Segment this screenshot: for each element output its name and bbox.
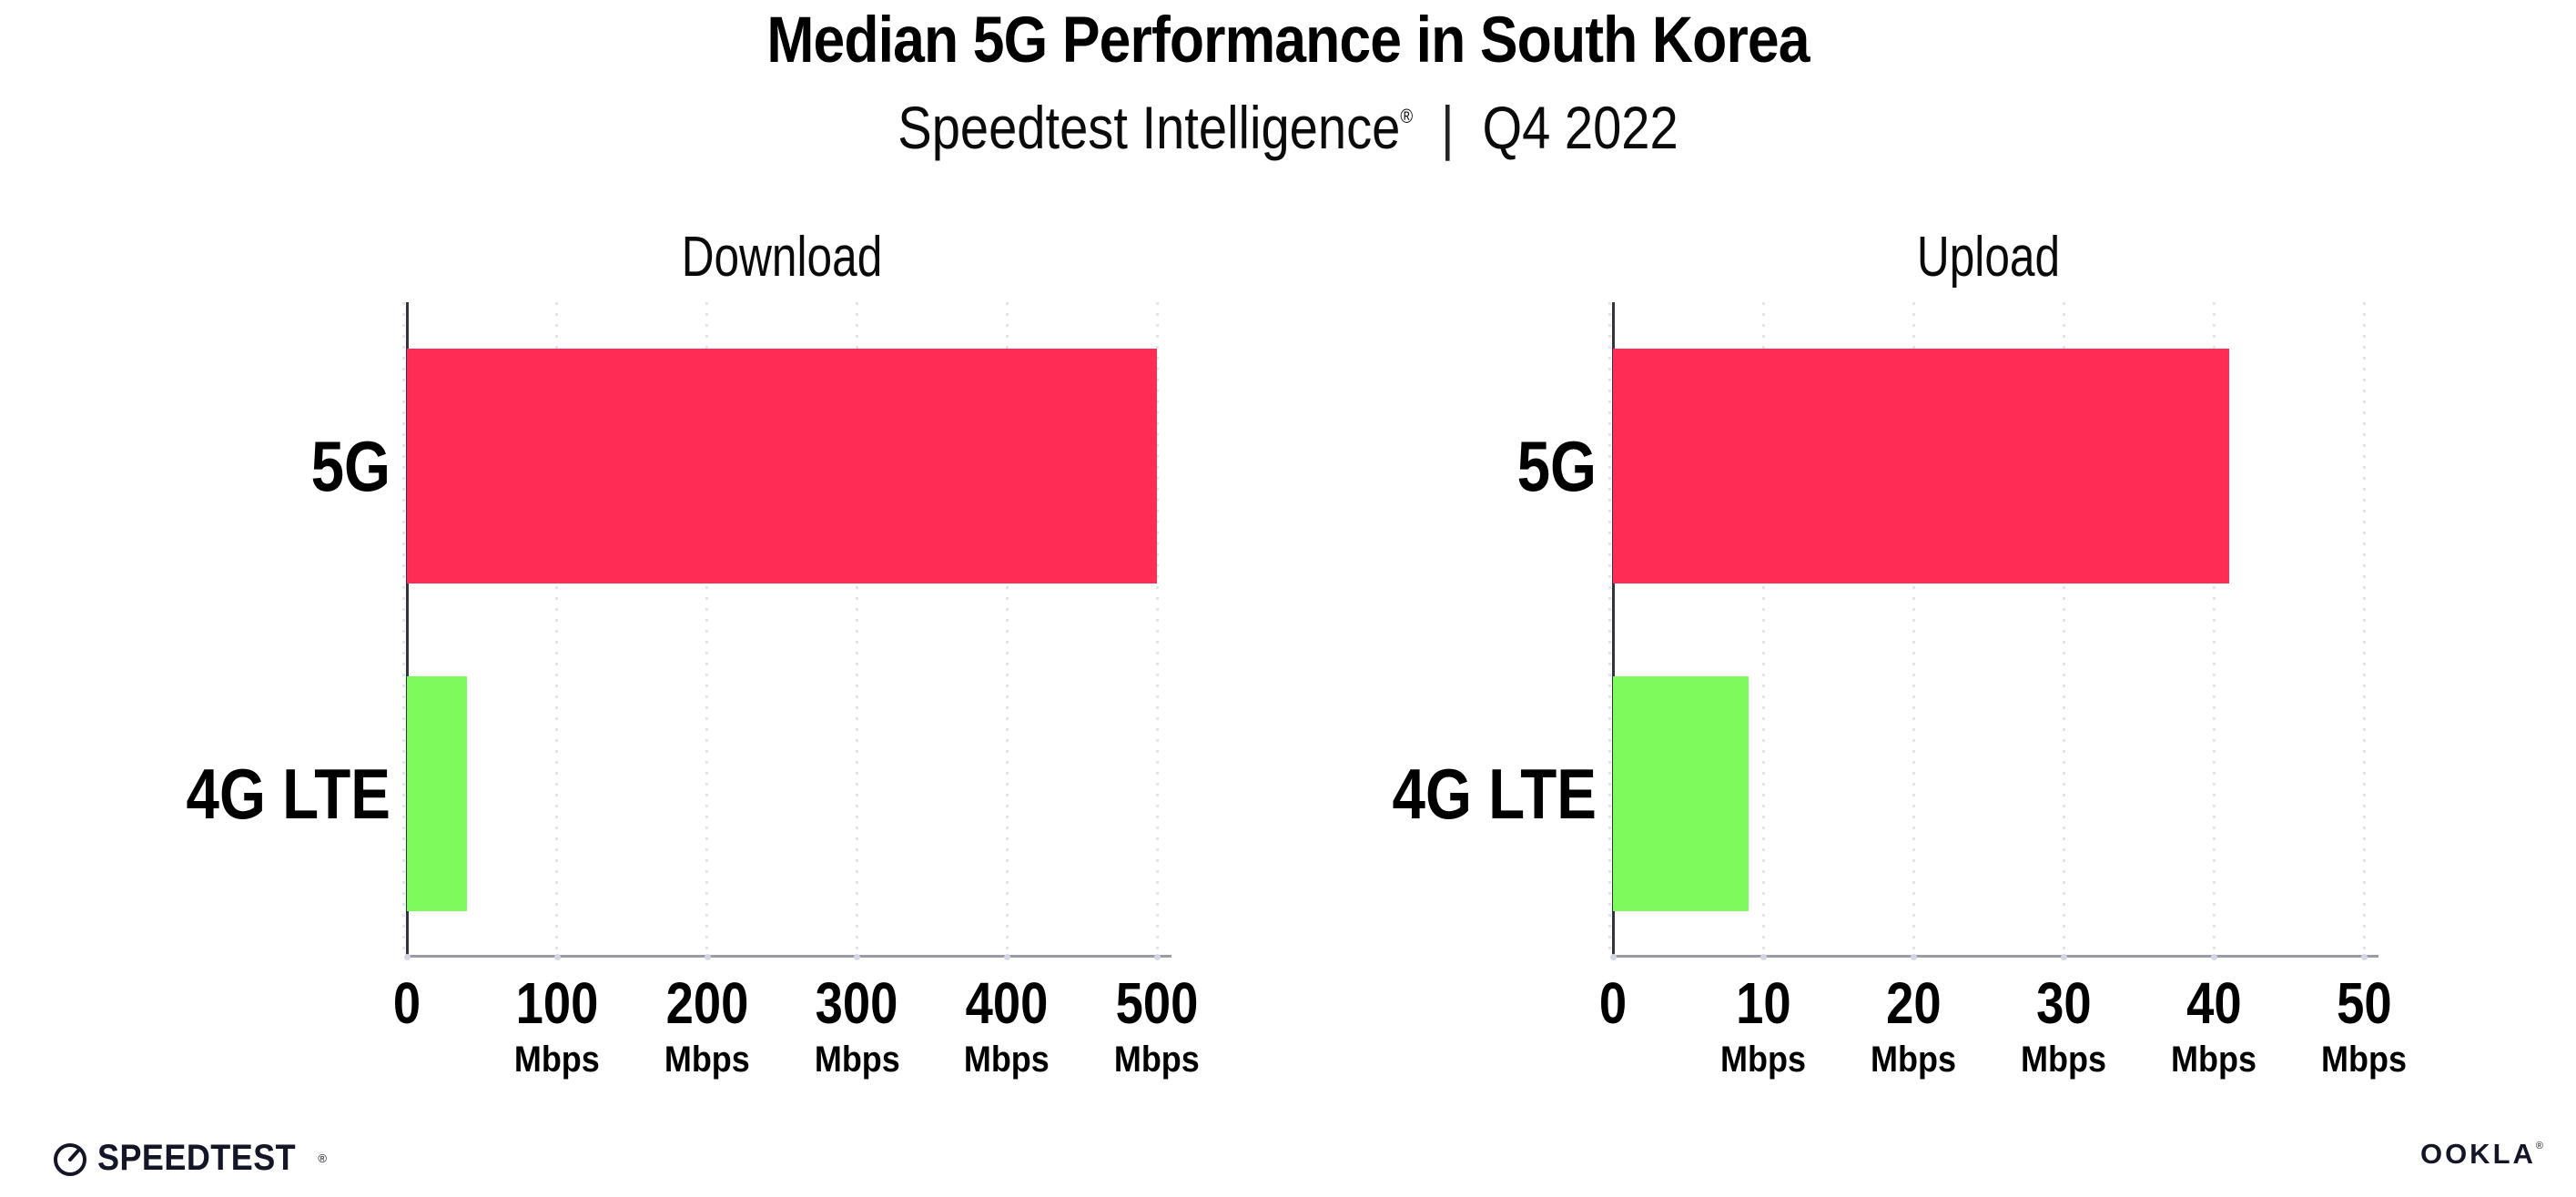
x-tick-label: 0 [392, 970, 421, 1036]
x-tick-100: 100 Mbps [508, 974, 605, 1078]
x-tick-400: 400 Mbps [958, 974, 1056, 1078]
speedtest-wordmark: SPEEDTEST [97, 1138, 297, 1178]
upload-chart: Upload 0 10 Mbps 20 Mbps 30 Mbps 40 Mbps 50 Mbps 5G 4… [1285, 223, 2437, 1142]
x-tick-label: 40 [2186, 970, 2242, 1036]
download-chart: Download 0 100 Mbps 200 Mbps 300 Mbps 400 Mbps 500… [79, 223, 1230, 1142]
x-tick-500: 500 Mbps [1109, 974, 1206, 1078]
x-tick-label: 30 [2035, 970, 2092, 1036]
gridline-300 [855, 302, 858, 958]
x-tick-40: 40 Mbps [2166, 974, 2261, 1078]
gridline-100 [555, 302, 559, 958]
axis-tick-dot-300 [854, 954, 861, 960]
axis-tick-dot-500 [1154, 954, 1161, 960]
plot-area [402, 302, 1171, 960]
page-subtitle: Speedtest Intelligence® | Q4 2022 [193, 93, 2383, 162]
x-tick-30: 30 Mbps [2016, 974, 2111, 1078]
x-tick-unit: Mbps [1720, 1040, 1806, 1080]
y-category-label-4g-lte: 4G LTE [1392, 754, 1597, 834]
x-tick-unit: Mbps [664, 1040, 750, 1080]
gridline-20 [1912, 302, 1915, 958]
y-category-label-5g: 5G [310, 426, 390, 506]
axis-tick-dot-10 [1760, 954, 1767, 960]
y-category-label-5g: 5G [1516, 426, 1597, 506]
x-tick-200: 200 Mbps [658, 974, 756, 1078]
x-tick-0: 0 [1597, 974, 1629, 1032]
x-tick-300: 300 Mbps [808, 974, 906, 1078]
y-axis-line [1612, 302, 1615, 959]
x-axis-line [407, 955, 1171, 958]
axis-tick-dot-100 [553, 954, 561, 960]
page-title: Median 5G Performance in South Korea [766, 5, 1810, 76]
x-tick-label: 100 [515, 970, 599, 1036]
speedtest-logo: SPEEDTEST ® [50, 1138, 327, 1179]
gridline-50 [2362, 302, 2366, 958]
x-axis-line [1613, 955, 2378, 958]
axis-tick-dot-40 [2211, 954, 2217, 960]
y-category-label-4g-lte: 4G LTE [186, 754, 390, 834]
axis-tick-dot-30 [2061, 954, 2067, 960]
x-tick-unit: Mbps [814, 1040, 900, 1080]
subtitle-period: Q4 2022 [1482, 94, 1678, 161]
x-tick-0: 0 [390, 974, 423, 1032]
gridline-400 [1005, 302, 1009, 958]
axis-tick-dot-0 [404, 954, 411, 960]
subtitle-separator: | [1441, 94, 1455, 161]
axis-tick-dot-400 [1004, 954, 1011, 960]
x-tick-unit: Mbps [1871, 1040, 1956, 1080]
ookla-wordmark: OOKLA [2419, 1138, 2536, 1170]
x-tick-label: 400 [965, 970, 1049, 1036]
x-tick-unit: Mbps [2171, 1040, 2257, 1080]
speedtest-gauge-icon [54, 1142, 86, 1176]
x-tick-label: 300 [816, 970, 898, 1036]
ookla-registered-mark: ® [2535, 1141, 2543, 1151]
bar-4g-lte [1613, 676, 1749, 911]
chart-title: Download [681, 226, 883, 289]
x-tick-label: 20 [1885, 970, 1942, 1036]
x-tick-label: 500 [1115, 970, 1199, 1036]
plot-area [1608, 302, 2378, 960]
x-tick-unit: Mbps [1114, 1040, 1200, 1080]
bar-4g-lte [407, 676, 467, 911]
axis-tick-dot-0 [1610, 954, 1617, 960]
x-tick-unit: Mbps [2321, 1040, 2407, 1080]
axis-tick-dot-20 [1911, 954, 1917, 960]
ookla-logo: OOKLA® [2420, 1138, 2543, 1171]
x-tick-label: 50 [2336, 970, 2392, 1036]
x-tick-unit: Mbps [513, 1040, 600, 1080]
gridline-200 [705, 302, 709, 958]
axis-tick-dot-50 [2361, 954, 2368, 960]
x-tick-unit: Mbps [2021, 1040, 2106, 1080]
bar-5g [407, 349, 1157, 583]
x-tick-label: 200 [665, 970, 748, 1036]
registered-mark: ® [1400, 105, 1414, 127]
bar-5g [1613, 349, 2229, 583]
gridline-0 [402, 302, 405, 958]
gridline-500 [1155, 302, 1159, 958]
subtitle-brand: Speedtest Intelligence [898, 94, 1401, 161]
gridline-10 [1761, 302, 1765, 958]
speedtest-registered-mark: ® [318, 1151, 327, 1165]
x-tick-20: 20 Mbps [1866, 974, 1961, 1078]
gridline-30 [2062, 302, 2065, 958]
gridline-0 [1608, 302, 1611, 958]
x-tick-label: 0 [1598, 970, 1628, 1036]
x-tick-unit: Mbps [964, 1040, 1050, 1080]
chart-title: Upload [1916, 226, 2061, 289]
axis-tick-dot-200 [704, 954, 711, 960]
x-tick-label: 10 [1735, 970, 1791, 1036]
x-tick-50: 50 Mbps [2317, 974, 2411, 1078]
x-tick-10: 10 Mbps [1716, 974, 1810, 1078]
y-axis-line [406, 302, 409, 959]
gridline-40 [2212, 302, 2216, 958]
